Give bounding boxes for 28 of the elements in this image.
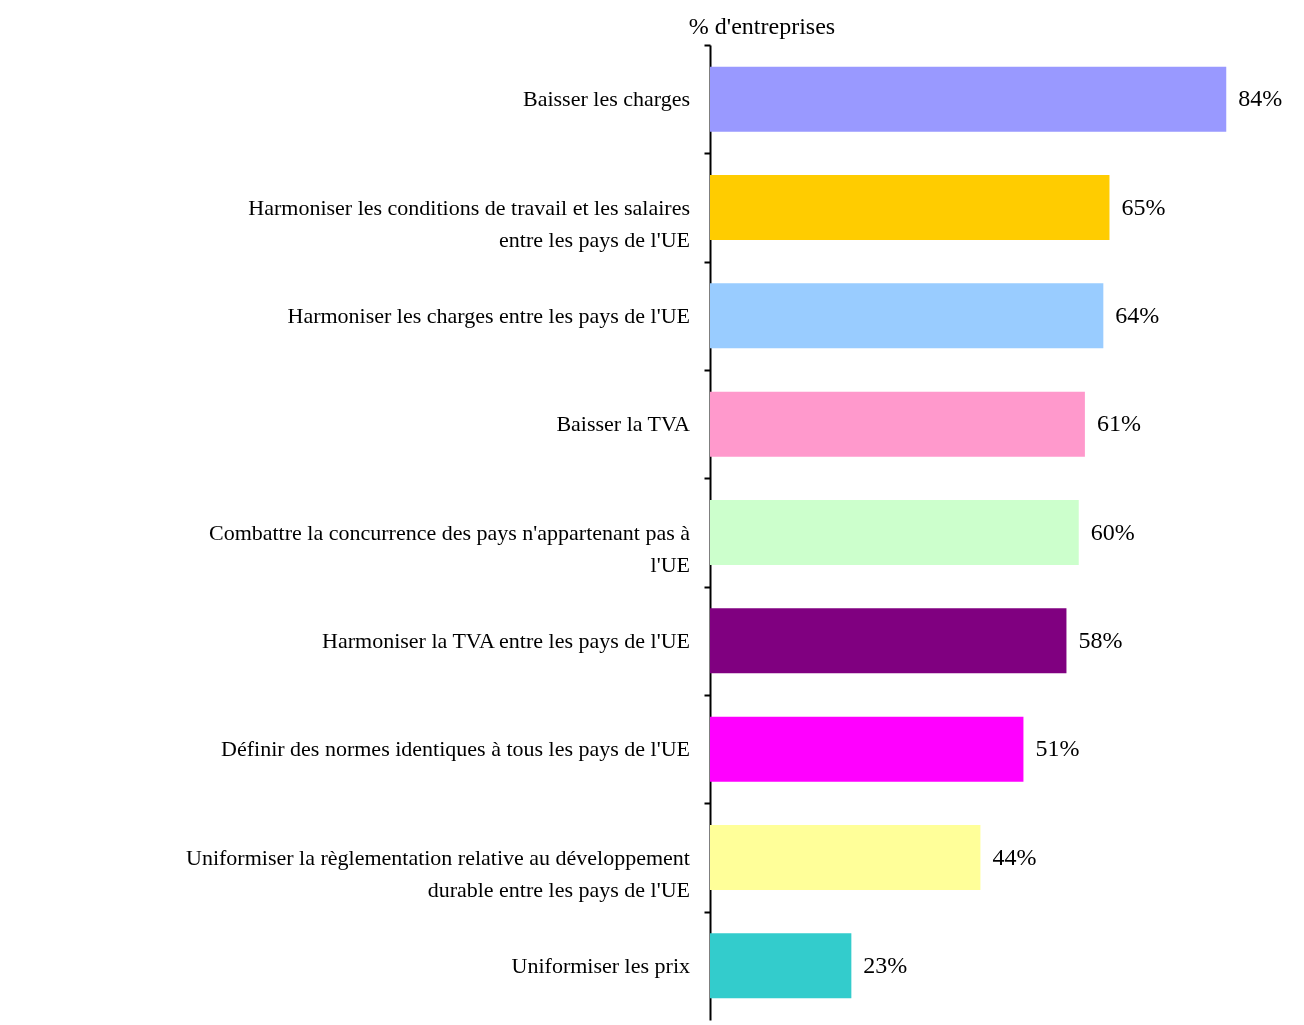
bar xyxy=(710,933,852,999)
y-tick-label: Baisser la TVA xyxy=(556,411,691,437)
data-label: 61% xyxy=(1096,410,1141,437)
bar xyxy=(710,66,1227,132)
data-label: 84% xyxy=(1238,85,1283,112)
y-tick-label: Baisser les charges xyxy=(523,86,690,112)
bar xyxy=(710,175,1110,240)
bar xyxy=(710,825,981,890)
data-label: 58% xyxy=(1078,626,1123,653)
y-tick-label: Uniformiser la règlementation relative au développement durable entre les pays de l'UE xyxy=(186,844,690,902)
data-label: 60% xyxy=(1090,518,1135,545)
y-tick-label: Combattre la concurrence des pays n'appartenant pas à l'UE xyxy=(208,519,691,577)
data-label: 64% xyxy=(1115,301,1160,328)
y-tick-label: Harmoniser la TVA entre les pays de l'UE xyxy=(322,627,690,653)
y-tick-label: Harmoniser les conditions de travail et les salaires entre les pays de l'UE xyxy=(248,194,690,252)
chart-title: % d'entreprises xyxy=(688,13,836,39)
bar xyxy=(710,608,1067,674)
data-label: 23% xyxy=(863,951,908,978)
bar xyxy=(710,283,1104,349)
y-tick-label: Harmoniser les charges entre les pays de l'UE xyxy=(287,302,690,328)
bar xyxy=(710,500,1079,565)
y-tick-label: Définir des normes identiques à tous les pays de l'UE xyxy=(221,736,690,762)
data-label: 51% xyxy=(1035,735,1080,762)
data-label: 44% xyxy=(992,843,1037,870)
bar xyxy=(710,391,1085,457)
data-label: 65% xyxy=(1121,193,1166,220)
y-tick-label: Uniformiser les prix xyxy=(511,952,690,978)
bar xyxy=(710,716,1024,782)
